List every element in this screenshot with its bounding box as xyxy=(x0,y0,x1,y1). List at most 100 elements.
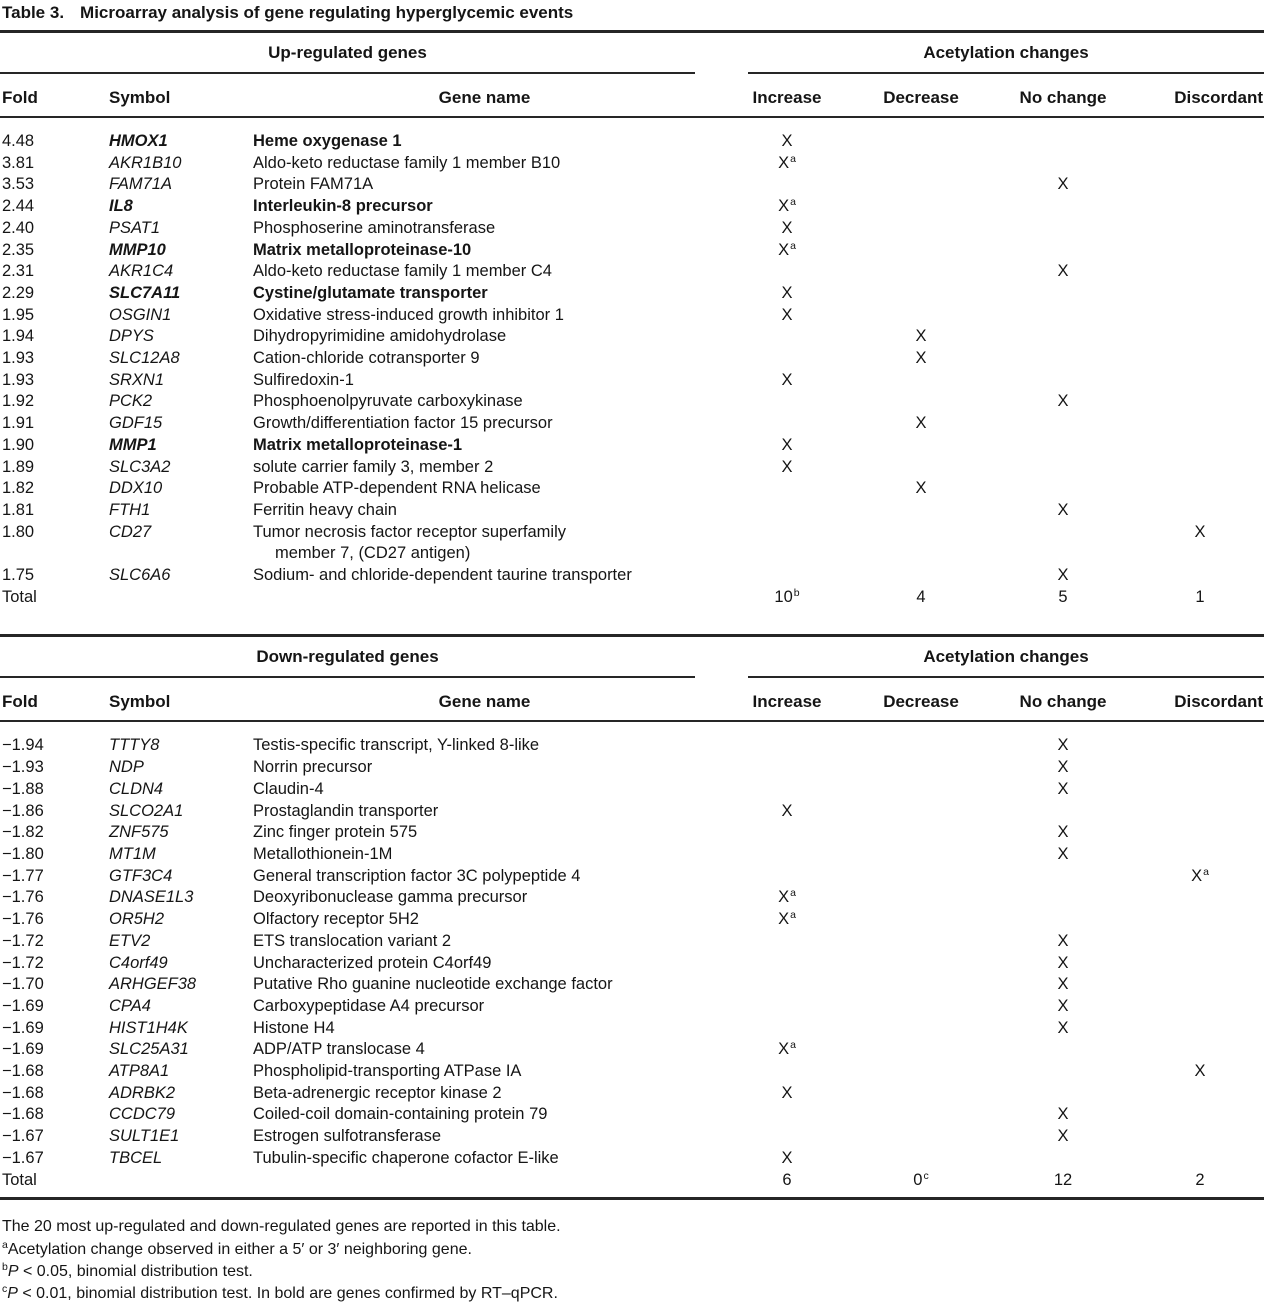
gene-name: Dihydropyrimidine amidohydrolase xyxy=(253,327,507,346)
table-row: 1.82 DDX10 Probable ATP-dependent RNA heli… xyxy=(0,478,1264,500)
fold-value: 1.81 xyxy=(2,500,35,519)
footnote-text: The 20 most up-regulated and down-regula… xyxy=(2,1218,561,1236)
gene-name: Matrix metalloproteinase-1 xyxy=(253,435,463,454)
acetylation-increase-cell xyxy=(722,779,852,801)
acetylation-discordant-cell xyxy=(1136,565,1264,587)
acetylation-discordant-cell xyxy=(1136,1039,1264,1061)
acetylation-no-change-cell xyxy=(990,348,1136,370)
acetylation-increase-cell: X xyxy=(781,370,793,389)
fold-value: −1.88 xyxy=(2,779,44,798)
acetylation-decrease-cell xyxy=(852,522,990,565)
top-rule xyxy=(0,30,1264,33)
acetylation-no-change-cell: X xyxy=(1057,1018,1069,1037)
table-row: 1.81 FTH1 Ferritin heavy chain X xyxy=(0,500,1264,522)
acetylation-decrease-cell xyxy=(852,174,990,196)
gene-symbol: CD27 xyxy=(109,522,152,541)
gene-symbol: CCDC79 xyxy=(109,1105,176,1124)
acetylation-discordant-cell xyxy=(1136,974,1264,996)
column-header-increase: Increase xyxy=(752,692,822,712)
acetylation-no-change-cell xyxy=(990,218,1136,240)
footnote-italic: P xyxy=(7,1263,19,1281)
acetylation-decrease-cell xyxy=(852,757,990,779)
gene-name: Histone H4 xyxy=(253,1018,335,1037)
fold-value: 1.94 xyxy=(2,327,35,346)
acetylation-no-change-cell: X xyxy=(1057,736,1069,755)
fold-value: −1.82 xyxy=(2,823,44,842)
gene-symbol: OSGIN1 xyxy=(109,305,172,324)
fold-value: −1.72 xyxy=(2,931,44,950)
table-row: 1.89 SLC3A2 solute carrier family 3, membe… xyxy=(0,457,1264,479)
fold-value: −1.70 xyxy=(2,975,44,994)
total-label: Total xyxy=(2,1170,37,1189)
acetylation-increase-cell: Xa xyxy=(778,909,796,929)
acetylation-increase-cell xyxy=(722,500,852,522)
acetylation-discordant-cell xyxy=(1136,413,1264,435)
fold-value: −1.69 xyxy=(2,1018,44,1037)
acetylation-no-change-cell: X xyxy=(1057,844,1069,863)
gene-symbol: OR5H2 xyxy=(109,910,165,929)
acetylation-increase-cell: X xyxy=(781,283,793,302)
fold-value: 1.92 xyxy=(2,392,35,411)
acetylation-increase-cell: X xyxy=(781,457,793,476)
table-row: 1.93 SRXN1 Sulfiredoxin-1 X xyxy=(0,370,1264,392)
acetylation-increase-cell: X xyxy=(781,1148,793,1167)
fold-value: 1.82 xyxy=(2,479,35,498)
table-row: −1.77 GTF3C4 General transcription factor … xyxy=(0,866,1264,888)
column-header-fold: Fold xyxy=(2,88,38,107)
acetylation-decrease-cell xyxy=(852,1039,990,1061)
fold-value: 2.40 xyxy=(2,218,35,237)
gene-name: Deoxyribonuclease gamma precursor xyxy=(253,888,528,907)
acetylation-discordant-cell xyxy=(1136,996,1264,1018)
gene-name: Sodium- and chloride-dependent taurine t… xyxy=(253,566,632,585)
gene-symbol: AKR1C4 xyxy=(109,262,174,281)
table-row: 2.31 AKR1C4 Aldo-keto reductase family 1 m… xyxy=(0,261,1264,283)
gene-name: Interleukin-8 precursor xyxy=(253,197,433,216)
gene-name: Beta-adrenergic receptor kinase 2 xyxy=(253,1083,502,1102)
superscript-note: a xyxy=(790,887,796,900)
acetylation-discordant-cell xyxy=(1136,953,1264,975)
acetylation-decrease-cell xyxy=(852,974,990,996)
column-header-increase: Increase xyxy=(752,88,822,107)
group-header-row: Up-regulated genes Acetylation changes xyxy=(0,33,1264,74)
footnote-text: Acetylation change observed in either a … xyxy=(7,1240,472,1258)
acetylation-no-change-cell xyxy=(990,283,1136,305)
acetylation-decrease-cell xyxy=(852,801,990,823)
empty-cell xyxy=(247,587,722,609)
acetylation-decrease-cell xyxy=(852,779,990,801)
acetylation-increase-cell: Xa xyxy=(778,152,796,172)
acetylation-increase-cell xyxy=(722,413,852,435)
gene-name: Cation-chloride cotransporter 9 xyxy=(253,349,480,368)
gene-name: Phosphoserine aminotransferase xyxy=(253,218,496,237)
acetylation-no-change-cell xyxy=(990,370,1136,392)
gene-name: Heme oxygenase 1 xyxy=(253,132,402,150)
acetylation-increase-cell: X xyxy=(781,435,793,454)
acetylation-decrease-cell xyxy=(852,283,990,305)
acetylation-increase-cell: X xyxy=(781,305,793,324)
table-row: −1.82 ZNF575 Zinc finger protein 575 X xyxy=(0,822,1264,844)
header-rule xyxy=(0,720,1264,723)
acetylation-decrease-cell xyxy=(852,391,990,413)
acetylation-increase-cell: X xyxy=(781,1083,793,1102)
gene-name: Phospholipid-transporting ATPase IA xyxy=(253,1062,522,1081)
table-row: −1.68 ADRBK2 Beta-adrenergic receptor kina… xyxy=(0,1083,1264,1105)
gene-name: Cystine/glutamate transporter xyxy=(253,283,488,302)
acetylation-decrease-cell xyxy=(852,435,990,457)
acetylation-discordant-cell xyxy=(1136,218,1264,240)
group-header-down-regulated: Down-regulated genes xyxy=(0,637,695,679)
gene-symbol: SLC7A11 xyxy=(109,283,181,302)
gene-name: Protein FAM71A xyxy=(253,175,374,194)
acetylation-no-change-cell: X xyxy=(1057,996,1069,1015)
down-regulated-section: Down-regulated genes Acetylation changes… xyxy=(0,637,1264,1191)
acetylation-no-change-cell: X xyxy=(1057,975,1069,994)
table-row: 3.81 AKR1B10 Aldo-keto reductase family 1 … xyxy=(0,153,1264,175)
fold-value: 2.31 xyxy=(2,262,35,281)
fold-value: 1.91 xyxy=(2,414,35,433)
acetylation-discordant-cell xyxy=(1136,500,1264,522)
section-divider-rule xyxy=(0,634,1264,638)
acetylation-increase-cell xyxy=(722,391,852,413)
superscript-note: a xyxy=(790,239,796,252)
gene-symbol: ATP8A1 xyxy=(109,1062,170,1081)
table-row: −1.76 OR5H2 Olfactory receptor 5H2 Xa xyxy=(0,909,1264,931)
acetylation-decrease-cell xyxy=(852,370,990,392)
gene-name: General transcription factor 3C polypept… xyxy=(253,866,581,885)
